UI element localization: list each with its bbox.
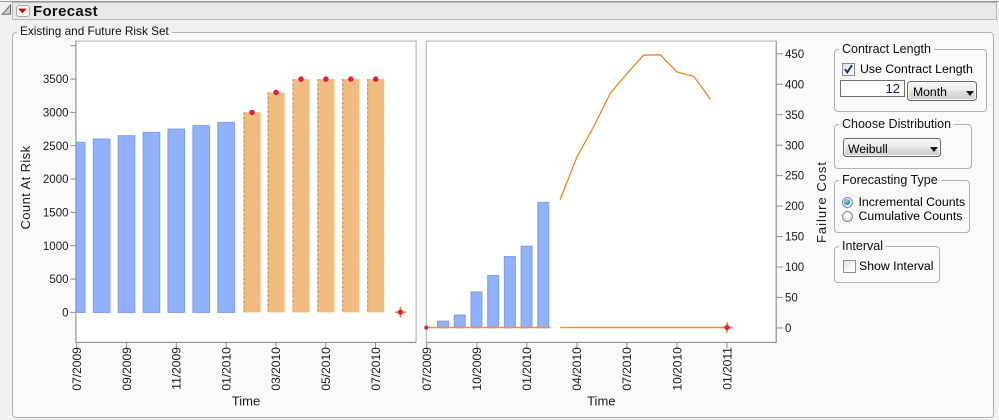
svg-text:150: 150 xyxy=(785,232,804,244)
svg-text:03/2010: 03/2010 xyxy=(269,347,283,391)
svg-text:01/2010: 01/2010 xyxy=(219,347,233,391)
svg-text:Time: Time xyxy=(587,394,615,409)
svg-text:0: 0 xyxy=(785,323,791,335)
svg-text:0: 0 xyxy=(62,308,68,320)
svg-text:350: 350 xyxy=(785,110,804,122)
svg-text:Time: Time xyxy=(232,394,260,409)
svg-text:1500: 1500 xyxy=(43,208,69,220)
svg-text:01/2011: 01/2011 xyxy=(720,347,734,390)
svg-text:3500: 3500 xyxy=(43,74,69,86)
svg-text:10/2009: 10/2009 xyxy=(470,347,484,391)
svg-text:07/2009: 07/2009 xyxy=(70,347,84,391)
svg-text:11/2009: 11/2009 xyxy=(170,347,184,390)
svg-text:3000: 3000 xyxy=(43,108,69,120)
svg-text:50: 50 xyxy=(785,293,798,305)
svg-text:2500: 2500 xyxy=(43,141,69,153)
svg-text:100: 100 xyxy=(785,262,804,274)
svg-text:Count At Risk: Count At Risk xyxy=(18,145,33,229)
svg-text:04/2010: 04/2010 xyxy=(570,347,584,391)
svg-text:2000: 2000 xyxy=(43,174,69,186)
svg-text:09/2009: 09/2009 xyxy=(120,347,134,391)
svg-text:01/2010: 01/2010 xyxy=(520,347,534,391)
svg-text:300: 300 xyxy=(785,140,804,152)
svg-text:10/2010: 10/2010 xyxy=(670,347,684,391)
svg-text:Failure Cost: Failure Cost xyxy=(814,161,829,243)
svg-text:500: 500 xyxy=(49,274,68,286)
svg-text:07/2010: 07/2010 xyxy=(620,347,634,391)
svg-text:400: 400 xyxy=(785,79,804,91)
svg-text:450: 450 xyxy=(785,49,804,61)
svg-text:07/2010: 07/2010 xyxy=(369,347,383,391)
svg-text:05/2010: 05/2010 xyxy=(319,347,333,391)
svg-text:1000: 1000 xyxy=(43,241,69,253)
svg-text:07/2009: 07/2009 xyxy=(420,347,434,391)
svg-text:250: 250 xyxy=(785,171,804,183)
svg-text:200: 200 xyxy=(785,201,804,213)
